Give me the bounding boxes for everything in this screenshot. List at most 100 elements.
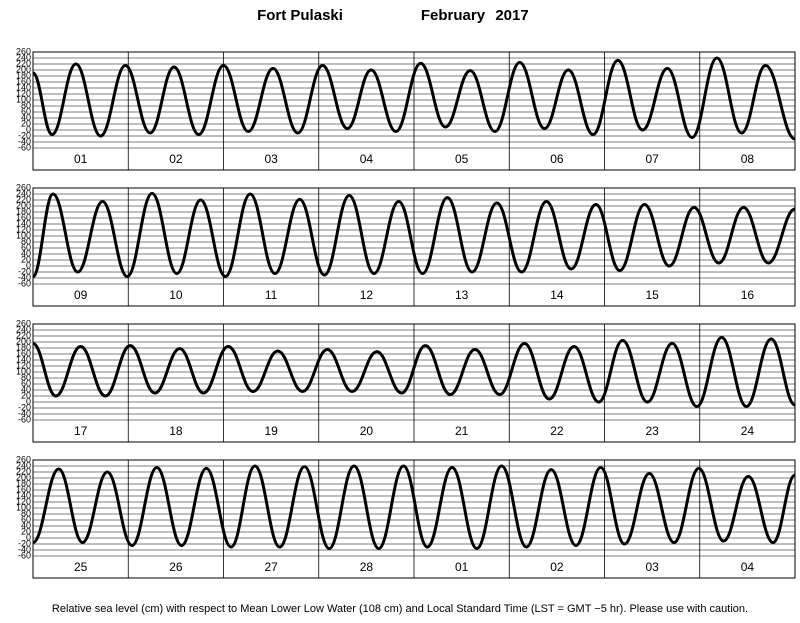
y-tick-label: 180: [16, 478, 31, 488]
y-tick-label: 260: [16, 46, 31, 56]
day-label: 18: [169, 424, 183, 438]
day-label: 19: [264, 424, 278, 438]
y-tick-label: 20: [21, 526, 31, 536]
footer-note: Relative sea level (cm) with respect to …: [52, 603, 748, 615]
y-tick-label: 200: [16, 336, 31, 346]
y-tick-label: 220: [16, 58, 31, 68]
y-tick-label: -60: [18, 142, 31, 152]
y-tick-label: -60: [18, 414, 31, 424]
y-tick-label: 140: [16, 218, 31, 228]
day-label: 04: [741, 560, 755, 574]
y-tick-label: -20: [18, 266, 31, 276]
y-tick-label: 80: [21, 100, 31, 110]
y-tick-label: 140: [16, 82, 31, 92]
day-label: 11: [265, 288, 278, 302]
y-tick-label: 260: [16, 182, 31, 192]
y-tick-label: 0: [26, 396, 31, 406]
y-tick-label: 220: [16, 330, 31, 340]
y-tick-label: 200: [16, 472, 31, 482]
y-tick-label: -40: [18, 544, 31, 554]
day-label: 16: [741, 288, 755, 302]
tide-line: [32, 335, 796, 409]
y-tick-label: -40: [18, 136, 31, 146]
y-tick-label: -60: [18, 278, 31, 288]
y-tick-label: 20: [21, 390, 31, 400]
y-tick-label: 120: [16, 224, 31, 234]
y-tick-label: -60: [18, 550, 31, 560]
y-tick-label: 240: [16, 324, 31, 334]
tide-line: [32, 464, 796, 551]
day-label: 27: [264, 560, 278, 574]
day-label: 25: [74, 560, 88, 574]
day-label: 07: [645, 152, 659, 166]
panel-frame: [32, 459, 796, 579]
panel-frame: [32, 323, 796, 443]
y-tick-label: 80: [21, 372, 31, 382]
y-tick-label: 40: [21, 248, 31, 258]
y-tick-label: 120: [16, 88, 31, 98]
y-tick-label: 60: [21, 514, 31, 524]
day-label: 01: [455, 560, 469, 574]
y-tick-label: 140: [16, 490, 31, 500]
y-tick-label: 120: [16, 360, 31, 370]
year-title: 2017: [495, 7, 528, 24]
y-tick-label: 240: [16, 52, 31, 62]
day-label: 06: [550, 152, 564, 166]
day-label: 02: [169, 152, 183, 166]
y-tick-label: 260: [16, 318, 31, 328]
day-label: 22: [550, 424, 564, 438]
panel-frame: [32, 187, 796, 307]
day-label: 15: [645, 288, 659, 302]
day-label: 08: [741, 152, 755, 166]
y-tick-label: 160: [16, 212, 31, 222]
y-tick-label: 100: [16, 94, 31, 104]
day-label: 24: [741, 424, 755, 438]
y-tick-label: 0: [26, 532, 31, 542]
day-label: 10: [169, 288, 183, 302]
tide-line: [31, 191, 796, 279]
day-label: 03: [264, 152, 278, 166]
day-label: 23: [645, 424, 659, 438]
day-label: 28: [360, 560, 374, 574]
y-tick-label: 180: [16, 342, 31, 352]
y-tick-label: 200: [16, 200, 31, 210]
day-label: 26: [169, 560, 183, 574]
y-tick-label: 20: [21, 118, 31, 128]
y-tick-label: 100: [16, 502, 31, 512]
day-label: 14: [550, 288, 564, 302]
y-tick-label: -40: [18, 408, 31, 418]
day-label: 05: [455, 152, 469, 166]
y-tick-label: 180: [16, 70, 31, 80]
day-label: 02: [550, 560, 564, 574]
y-tick-label: 120: [16, 496, 31, 506]
y-tick-label: 40: [21, 112, 31, 122]
y-tick-label: 100: [16, 230, 31, 240]
y-tick-label: -20: [18, 538, 31, 548]
day-label: 20: [360, 424, 374, 438]
y-tick-label: 60: [21, 106, 31, 116]
y-tick-label: 240: [16, 188, 31, 198]
y-tick-label: 40: [21, 520, 31, 530]
y-tick-label: -40: [18, 272, 31, 282]
y-tick-label: 260: [16, 454, 31, 464]
y-tick-label: 200: [16, 64, 31, 74]
y-tick-label: 240: [16, 460, 31, 470]
y-tick-label: -20: [18, 130, 31, 140]
y-tick-label: 60: [21, 242, 31, 252]
day-label: 13: [455, 288, 469, 302]
y-tick-label: 160: [16, 484, 31, 494]
y-tick-label: 100: [16, 366, 31, 376]
y-tick-label: 80: [21, 508, 31, 518]
y-tick-label: 220: [16, 466, 31, 476]
day-label: 09: [74, 288, 88, 302]
y-tick-label: 40: [21, 384, 31, 394]
y-tick-label: 60: [21, 378, 31, 388]
y-tick-label: 160: [16, 76, 31, 86]
y-tick-label: -20: [18, 402, 31, 412]
tide-line: [31, 56, 796, 141]
day-label: 12: [360, 288, 374, 302]
y-tick-label: 20: [21, 254, 31, 264]
day-label: 04: [360, 152, 374, 166]
y-tick-label: 220: [16, 194, 31, 204]
